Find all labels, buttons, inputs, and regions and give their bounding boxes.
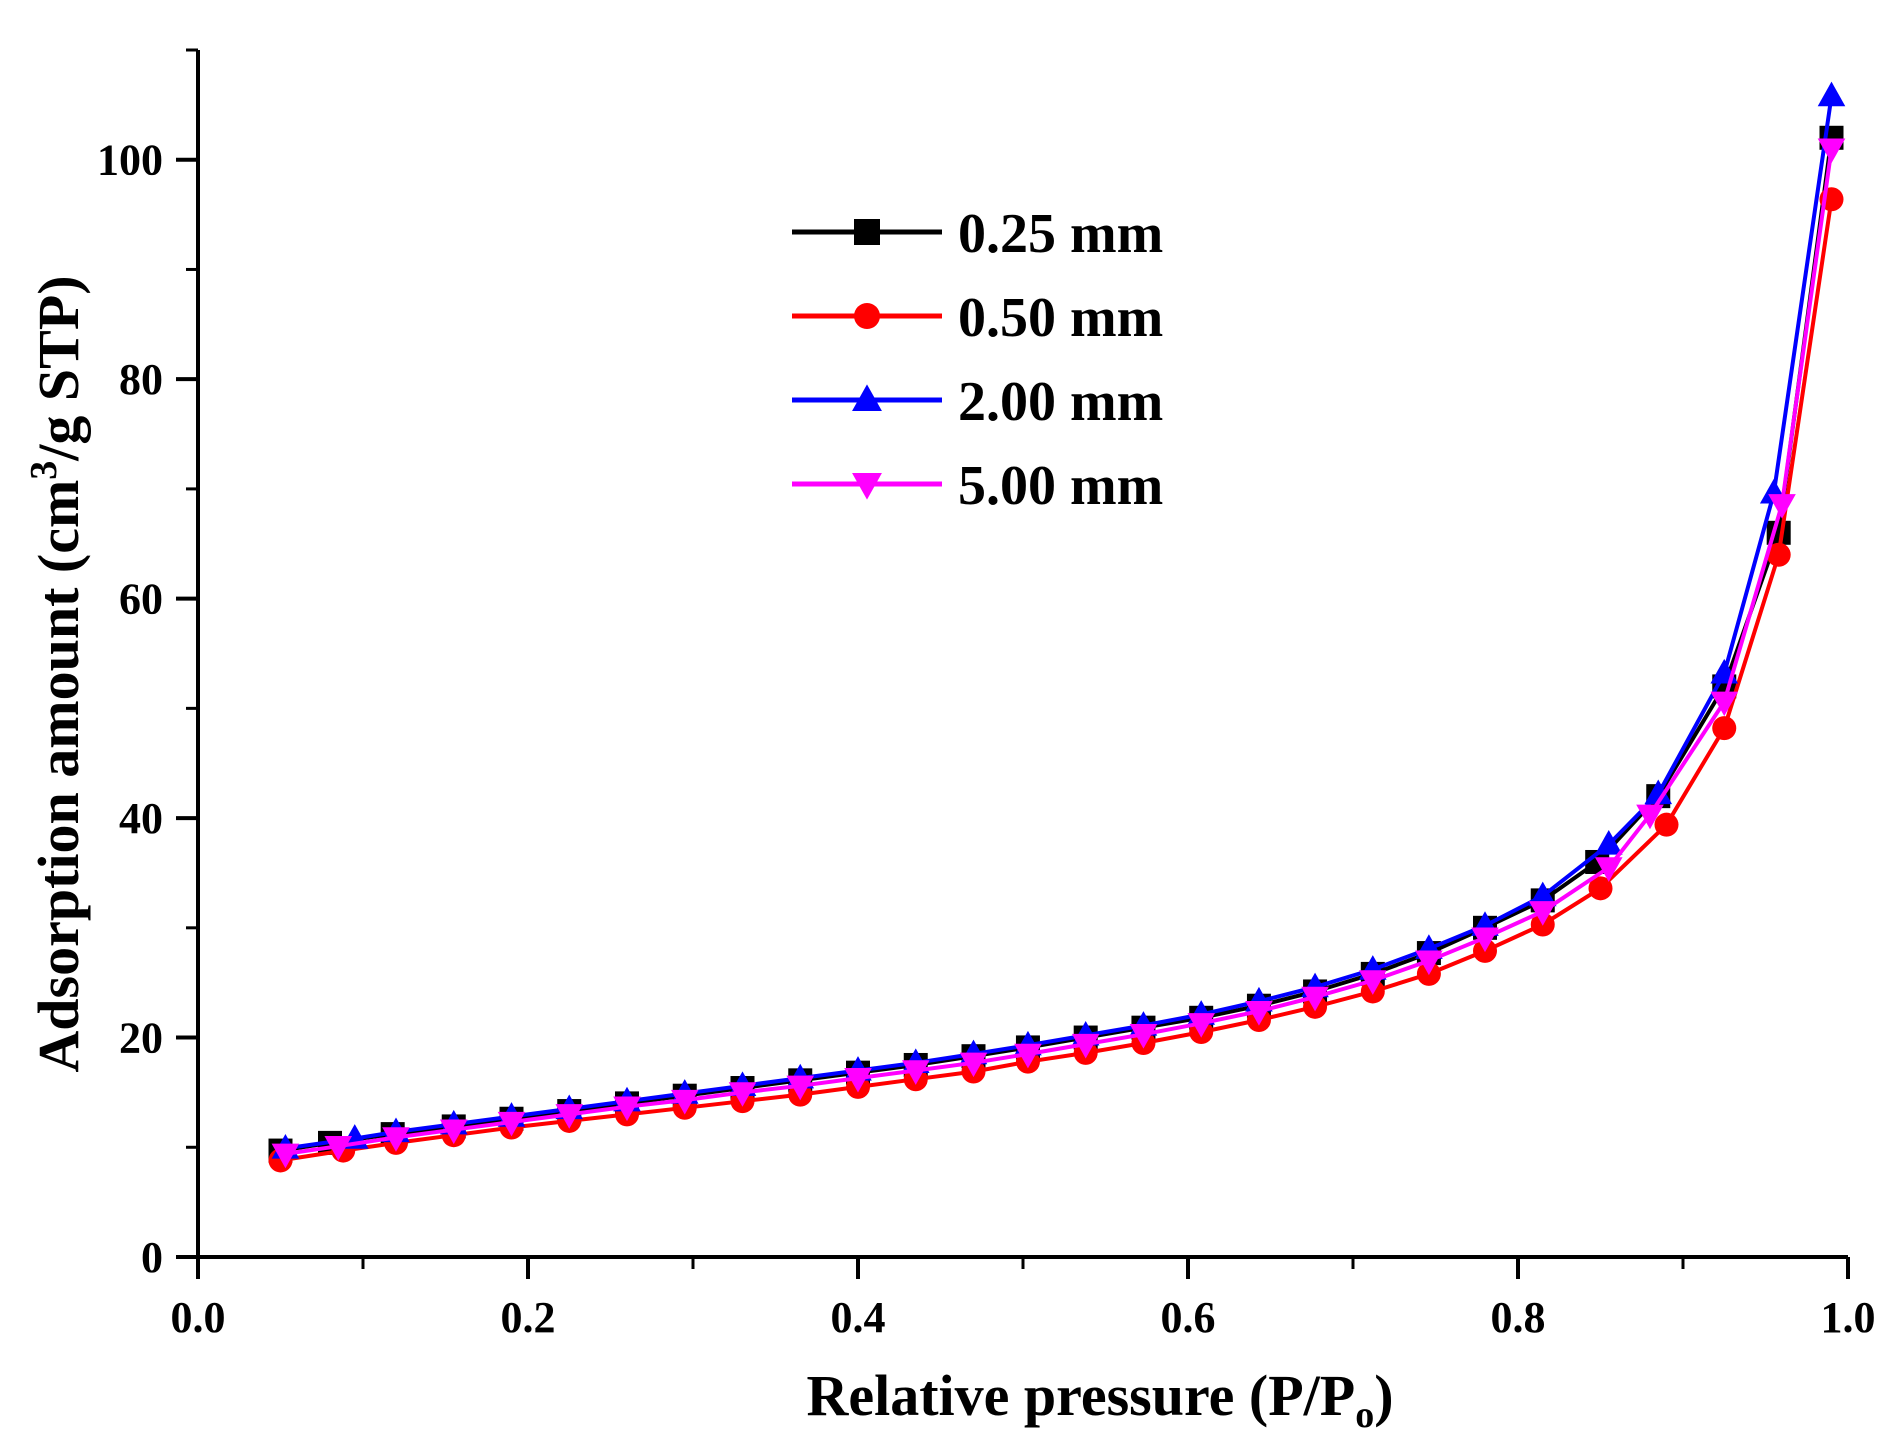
y-axis-title: Adsorption amount (cm3/g STP) [23, 275, 91, 1072]
y-tick-label: 100 [97, 136, 163, 185]
series-5-00-mm [271, 138, 1846, 1169]
data-point [1644, 779, 1673, 805]
x-tick-label: 0.8 [1491, 1293, 1546, 1342]
data-point [1817, 138, 1846, 164]
legend-label: 0.50 mm [958, 287, 1163, 349]
data-point [1766, 542, 1791, 567]
data-point [324, 1135, 353, 1161]
legend-entry: 0.50 mm [792, 287, 1163, 349]
data-point [1471, 927, 1499, 953]
data-point [1071, 1033, 1100, 1059]
data-point [901, 1060, 930, 1085]
legend-label: 5.00 mm [958, 455, 1163, 517]
data-point [1710, 691, 1739, 717]
y-tick-label: 80 [119, 355, 163, 404]
series-line [285, 95, 1834, 1151]
data-point [844, 1067, 872, 1093]
data-point [1359, 970, 1387, 995]
data-point [1129, 1024, 1158, 1049]
data-point [1528, 901, 1557, 926]
y-tick-label: 40 [119, 794, 163, 843]
data-point [1014, 1043, 1042, 1069]
legend-entry: 2.00 mm [792, 371, 1163, 433]
x-tick-label: 1.0 [1821, 1293, 1876, 1342]
data-point [1636, 804, 1664, 830]
legend-label: 0.25 mm [958, 203, 1163, 265]
legend-marker [852, 384, 882, 412]
series-group [268, 81, 1846, 1173]
legend-entry: 5.00 mm [792, 455, 1163, 517]
data-point [382, 1127, 410, 1152]
series-line [285, 148, 1834, 1156]
x-tick-label: 0.0 [171, 1293, 226, 1342]
data-point [959, 1052, 988, 1078]
data-point [1588, 876, 1613, 901]
data-point [670, 1089, 699, 1115]
data-point [1654, 812, 1679, 837]
data-point [1187, 1013, 1215, 1038]
x-tick-label: 0.6 [1161, 1293, 1216, 1342]
data-point [728, 1082, 757, 1107]
legend-entry: 0.25 mm [792, 203, 1163, 265]
legend-marker [854, 219, 880, 245]
data-point [439, 1119, 468, 1145]
series-line [280, 137, 1834, 1153]
legend: 0.25 mm 0.50 mm 2.00 mm 5.00 mm [792, 203, 1163, 517]
data-point [271, 1143, 300, 1169]
data-point [786, 1075, 815, 1101]
data-point [1817, 81, 1846, 107]
data-point [1594, 857, 1623, 882]
data-point [1528, 881, 1557, 907]
x-tick-label: 0.4 [831, 1293, 886, 1342]
legend-marker [852, 472, 882, 500]
y-tick-label: 60 [119, 575, 163, 624]
data-point [1415, 950, 1443, 976]
series-line [280, 198, 1834, 1163]
y-tick-label: 20 [119, 1014, 163, 1063]
data-point [1712, 716, 1737, 741]
axes: 0.0 0.2 0.4 0.6 0.8 1.0 0 20 40 60 80 100 [97, 48, 1876, 1342]
data-point [555, 1104, 584, 1129]
x-axis-title: Relative pressure (P/Po) [806, 1363, 1393, 1429]
y-tick-label: 0 [141, 1233, 163, 1282]
data-point [1594, 830, 1623, 855]
series-0-25-mm [268, 125, 1844, 1163]
data-point [497, 1111, 526, 1137]
data-point [1301, 986, 1329, 1012]
legend-label: 2.00 mm [958, 371, 1163, 433]
data-point [1245, 1001, 1273, 1026]
legend-marker [854, 303, 880, 329]
x-tick-label: 0.2 [501, 1293, 556, 1342]
data-point [1768, 494, 1796, 519]
data-point [613, 1096, 641, 1122]
